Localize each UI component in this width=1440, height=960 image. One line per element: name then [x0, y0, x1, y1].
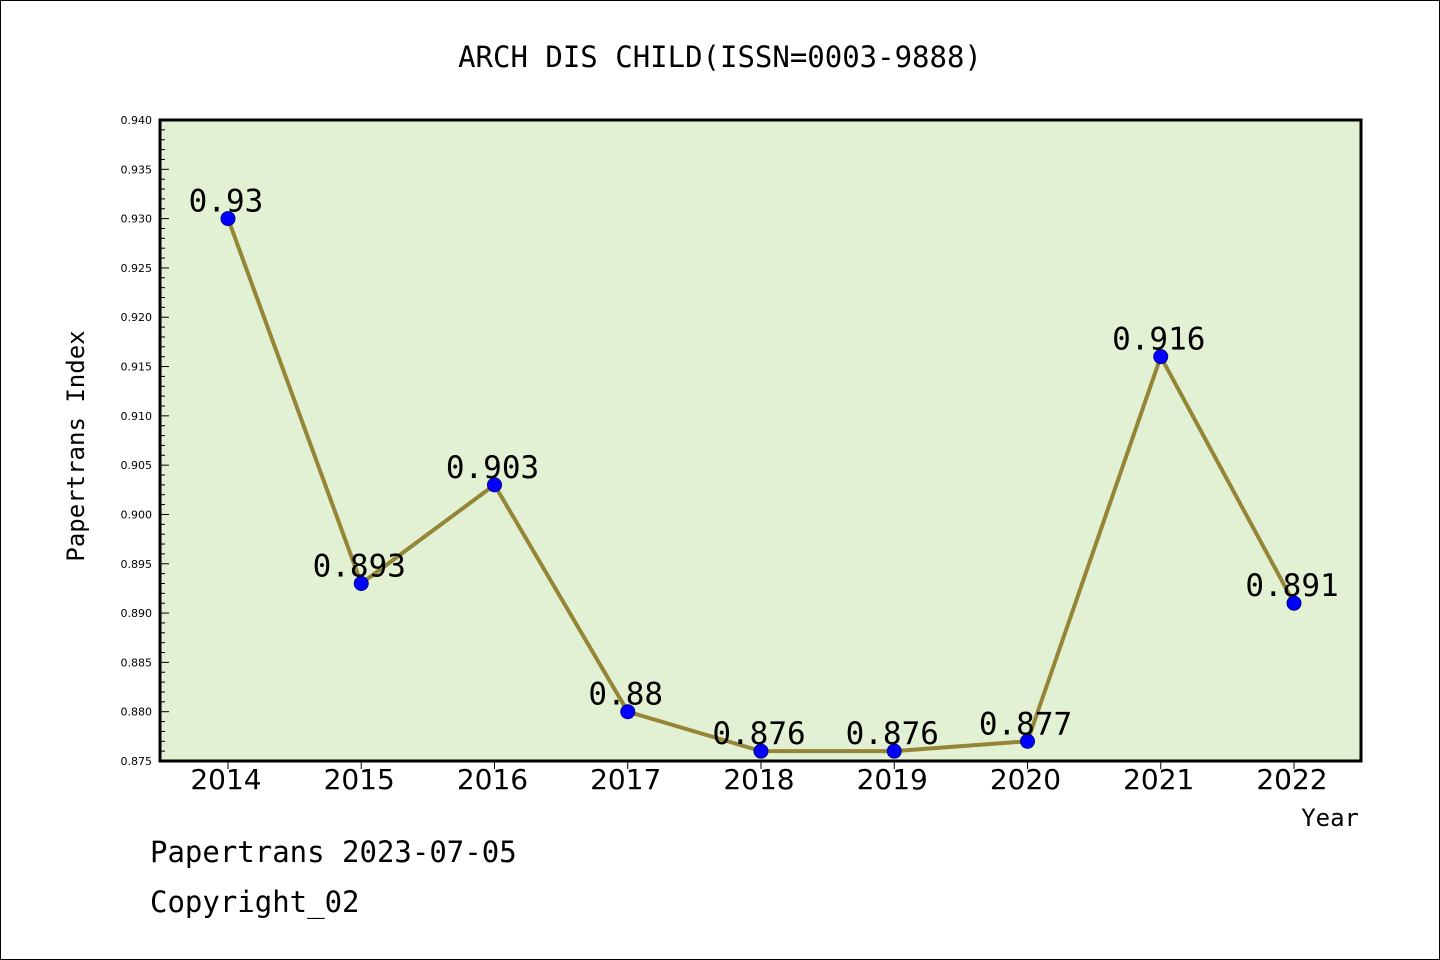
x-tick-label: 2021 — [1123, 763, 1194, 796]
data-point — [487, 477, 502, 493]
data-label: 0.93 — [189, 184, 264, 220]
x-axis-label: Year — [1301, 804, 1359, 832]
y-tick-label: 0.875 — [121, 755, 153, 768]
data-point — [753, 743, 769, 759]
data-point — [353, 575, 369, 591]
x-tick-label: 2019 — [857, 763, 928, 796]
y-tick-label: 0.940 — [121, 114, 153, 127]
data-label: 0.88 — [588, 677, 663, 713]
data-label-group: 0.93 0.893 0.903 0.88 0.876 0.876 0.877 0.916 0.… — [189, 184, 1339, 753]
y-tick-label: 0.930 — [121, 213, 153, 226]
y-tick-label: 0.880 — [121, 706, 153, 719]
data-point — [1286, 595, 1302, 611]
y-tick-label: 0.925 — [121, 262, 153, 275]
plot-border — [158, 118, 1363, 763]
data-label: 0.916 — [1112, 322, 1205, 358]
chart-title: ARCH DIS CHILD(ISSN=0003-9888) — [458, 40, 982, 74]
x-tick-label: 2014 — [190, 763, 261, 796]
data-label: 0.903 — [446, 450, 539, 486]
y-tick-label: 0.935 — [121, 163, 153, 176]
x-tick-label: 2017 — [590, 763, 661, 796]
y-tick-label: 0.920 — [121, 311, 153, 324]
y-tick-label: 0.915 — [121, 361, 153, 374]
footer-date: Papertrans 2023-07-05 — [150, 835, 517, 869]
y-tick-label: 0.900 — [121, 508, 153, 521]
data-label: 0.876 — [846, 716, 939, 752]
x-tick-label: 2020 — [990, 763, 1061, 796]
y-axis: 0.875 0.880 0.885 0.890 0.895 0.900 0.905 0.910… — [121, 114, 169, 768]
footer-copyright: Copyright_02 — [150, 885, 360, 919]
marker-group — [220, 211, 1302, 759]
data-point — [886, 743, 902, 759]
y-tick-label: 0.905 — [121, 459, 153, 472]
x-axis: 2014 2015 2016 2017 2018 2019 2020 2021 2022 — [190, 761, 1328, 796]
y-tick-label: 0.890 — [121, 607, 153, 620]
data-point — [620, 704, 636, 720]
data-point — [1153, 349, 1169, 365]
y-tick-label: 0.895 — [121, 558, 153, 571]
y-axis-label: Papertrans Index — [62, 330, 90, 561]
data-label: 0.877 — [979, 706, 1072, 742]
x-tick-label: 2022 — [1256, 763, 1327, 796]
data-point — [220, 211, 236, 227]
data-label: 0.876 — [712, 716, 805, 752]
data-label: 0.893 — [313, 548, 406, 584]
y-tick-label: 0.910 — [121, 410, 153, 423]
x-tick-label: 2018 — [723, 763, 794, 796]
plot-area — [160, 120, 1361, 761]
data-point — [1020, 733, 1035, 749]
data-label: 0.891 — [1245, 568, 1338, 604]
x-tick-label: 2016 — [457, 763, 528, 796]
x-tick-label: 2015 — [324, 763, 395, 796]
y-tick-label: 0.885 — [121, 656, 153, 669]
